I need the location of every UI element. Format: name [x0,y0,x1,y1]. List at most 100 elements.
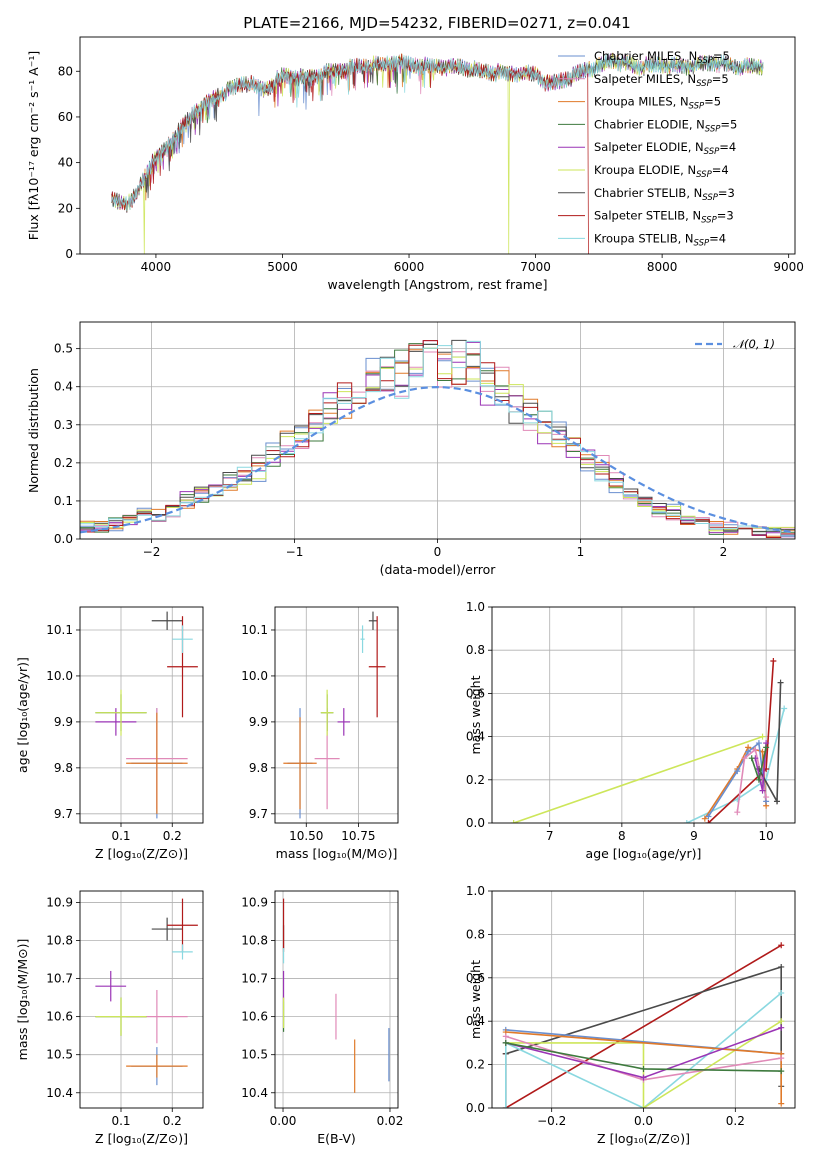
x-tick-label: 2 [720,545,728,559]
y-tick-label: 9.9 [54,715,73,729]
x-tick-label: 0.0 [634,1114,653,1128]
spectrum-lines [111,52,764,254]
x-tick-label: 0.2 [726,1114,745,1128]
weight-point-marker [752,746,759,753]
legend-entry: Salpeter STELIB, NSSP=3 [594,209,734,226]
x-axis-label: Z [log₁₀(Z/Z⊙)] [95,846,188,861]
normal-reference-curve [80,385,795,534]
weight-point-marker [778,1068,785,1075]
spectrum-title: PLATE=2166, MJD=54232, FIBERID=0271, z=0… [243,14,630,32]
weight-point-marker [773,798,780,805]
y-tick-label: 9.8 [249,761,268,775]
x-tick-label: −1 [286,545,304,559]
weight-point-marker [683,820,690,823]
x-tick-label: 0.1 [111,829,130,843]
weight-point-marker [640,1074,647,1081]
legend-entry: 𝒩(0, 1) [733,337,775,351]
y-tick-label: 0.8 [466,643,485,657]
legend-entry: Chabrier MILES, NSSP=5 [594,49,730,66]
x-tick-label: 4000 [141,260,172,274]
y-tick-label: 10.6 [46,1010,73,1024]
y-tick-label: 10.7 [46,972,73,986]
x-tick-label: 0.2 [163,1114,182,1128]
y-tick-label: 0.5 [54,342,73,356]
weight-point-marker [640,1105,647,1108]
weight-point-marker [755,776,762,783]
axes-frame [79,321,796,540]
y-axis-label: Normed distribution [26,368,41,493]
y-tick-label: 0.2 [466,773,485,787]
x-tick-label: 0 [434,545,442,559]
legend-entry: Chabrier ELODIE, NSSP=5 [594,117,737,134]
axes-frame [274,890,399,1109]
weight-point-marker [778,1024,785,1031]
y-tick-label: 10.7 [241,972,268,986]
age-vs-metallicity-panel: 0.1 0.2 9.7 9.8 9.9 10.0 10.1 Z [log₁₀(Z/Z⊙)] ag… [15,606,204,861]
weight-point-marker [778,942,785,949]
legend-entry: Kroupa ELODIE, NSSP=4 [594,163,729,180]
y-tick-label: 0.0 [466,1101,485,1115]
y-tick-label: 0.3 [54,418,73,432]
weight-point-marker [734,809,741,816]
residual-histogram-panel: −2 −1 0 1 2 0.0 0.1 0.2 0.3 0.4 0.5 (data-model)/er… [26,321,796,577]
y-tick-label: 0.6 [466,686,485,700]
x-tick-label: 5000 [267,260,298,274]
x-tick-label: −0.2 [537,1114,566,1128]
weight-point-marker [640,1065,647,1072]
errorbar-group [283,611,386,819]
x-tick-label: 9 [690,829,698,843]
y-tick-label: 10.5 [46,1048,73,1062]
legend-entry: Salpeter MILES, NSSP=5 [594,72,729,89]
y-tick-label: 10.9 [46,895,73,909]
weight-point-marker [741,755,748,762]
mass-weight-vs-age-panel: 7 8 9 10 0.0 0.2 0.4 0.6 0.8 1.0 age [log₁₀(age/yr… [466,600,796,861]
mass-weight-vs-metallicity-panel: −0.2 0.0 0.2 0.0 0.2 0.4 0.6 0.8 1.0 Z [log₁₀(Z/Z… [466,884,796,1146]
x-axis-label: mass [log₁₀(M/M⊙)] [276,846,398,861]
weight-point-marker [748,755,755,762]
x-tick-label: 8000 [647,260,678,274]
axes-frame [79,36,796,255]
y-tick-label: 0 [65,247,73,261]
errorbar-group [95,611,198,819]
axes-frame [491,606,796,824]
y-axis-label: mass weight [468,960,483,1039]
y-axis-label: Flux [fλ10⁻¹⁷ erg cm⁻² s⁻¹ A⁻¹] [26,51,41,240]
y-tick-label: 0.2 [466,1058,485,1072]
axes-frame [491,890,796,1109]
errorbar-group [282,898,390,1093]
weight-point-marker [502,1105,509,1108]
y-tick-label: 0.2 [54,456,73,470]
y-axis-label: age [log₁₀(age/yr)] [15,657,30,773]
weight-point-marker [763,744,770,751]
histogram-series [80,340,795,539]
y-axis-label: mass [log₁₀(M/M⊙)] [15,939,30,1061]
y-tick-label: 1.0 [466,884,485,898]
y-tick-label: 9.7 [54,807,73,821]
weight-point-marker [755,740,762,747]
errorbar-group [95,898,198,1086]
y-tick-label: 40 [58,156,73,170]
spectrum-panel: 4000 5000 6000 7000 8000 9000 0 20 40 60 80 wavelen… [26,36,804,292]
y-axis-label: mass weight [468,675,483,754]
axes-frame [79,606,204,824]
y-tick-label: 20 [58,201,73,215]
y-tick-label: 0.6 [466,971,485,985]
weight-point-marker [778,963,785,970]
y-tick-label: 0.1 [54,494,73,508]
weight-point-marker [510,820,517,823]
weight-point-marker [777,679,784,686]
mass-vs-metallicity-panel: 0.1 0.2 10.4 10.5 10.6 10.7 10.8 10.9 Z [log₁₀(Z… [15,890,204,1146]
y-tick-label: 1.0 [466,600,485,614]
y-tick-label: 9.9 [249,715,268,729]
weight-point-marker [759,787,766,794]
y-tick-label: 0.0 [466,816,485,830]
y-tick-label: 0.4 [466,730,485,744]
x-tick-label: 0.2 [163,829,182,843]
weight-series-line [504,992,782,1108]
legend-entry: Salpeter ELODIE, NSSP=4 [594,140,736,157]
y-tick-label: 0.8 [466,927,485,941]
weight-point-marker [763,794,770,801]
y-tick-label: 10.1 [241,623,268,637]
legend-entry: Chabrier STELIB, NSSP=3 [594,186,735,203]
